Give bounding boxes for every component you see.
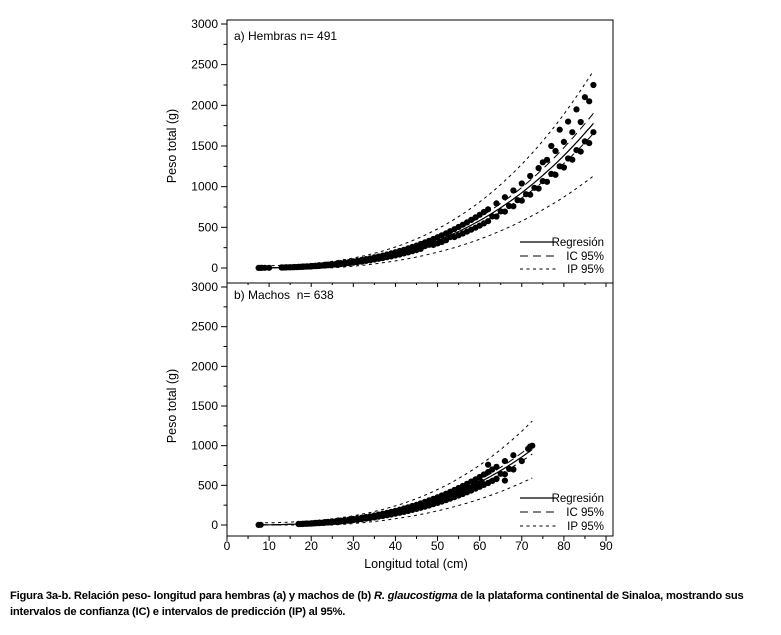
regression-line	[258, 448, 533, 526]
legend-label: IC 95%	[566, 251, 604, 263]
y-axis-title: Peso total (g)	[165, 109, 179, 183]
x-tick-label: 50	[431, 539, 445, 553]
x-tick-label: 10	[262, 539, 276, 553]
data-point	[518, 197, 525, 204]
data-point	[535, 165, 542, 172]
x-tick-label: 30	[347, 539, 361, 553]
data-point	[590, 129, 597, 136]
data-point	[581, 94, 589, 101]
data-point	[569, 129, 576, 136]
data-point	[590, 81, 597, 89]
data-point	[577, 118, 584, 126]
y-tick-label: 500	[198, 220, 218, 234]
data-point	[501, 471, 508, 478]
x-tick-label: 20	[305, 539, 319, 553]
data-point	[586, 98, 593, 105]
y-tick-label: 3000	[191, 280, 218, 294]
data-point	[543, 156, 551, 163]
caption-prefix: Figura 3a-b. Relación peso- longitud par…	[10, 590, 374, 602]
x-tick-label: 60	[473, 539, 487, 553]
data-point	[565, 118, 572, 125]
y-tick-label: 1000	[191, 180, 218, 194]
y-tick-label: 2000	[191, 98, 218, 112]
data-point	[493, 200, 500, 207]
y-tick-label: 2500	[191, 58, 218, 72]
scatter-points	[255, 81, 597, 271]
data-point	[501, 458, 508, 465]
data-point	[493, 463, 500, 470]
caption-suffix: de la plataforma continental de Sinaloa,…	[10, 590, 744, 618]
y-tick-label: 1500	[191, 139, 218, 153]
ip-lower-line	[258, 477, 533, 526]
data-point	[510, 452, 517, 459]
data-point	[442, 237, 450, 244]
x-tick-label: 0	[224, 539, 231, 553]
panel-b: 0 500 1000 1500 2000 2500 3000 0 10 20 30 40 50 60 70 8…	[165, 280, 614, 553]
data-point	[552, 171, 559, 178]
ip-upper-line	[258, 420, 533, 524]
y-tick-label: 2000	[191, 359, 218, 373]
data-point	[560, 138, 568, 145]
ip-lower-line	[258, 175, 594, 269]
data-point	[493, 213, 500, 220]
y-tick-label: 500	[198, 478, 218, 492]
x-axis-title: Longitud total (cm)	[364, 557, 468, 571]
data-point	[556, 126, 563, 133]
data-point	[552, 147, 559, 155]
data-point	[485, 461, 492, 468]
panel-label: b) Machos n= 638	[234, 288, 334, 302]
data-point	[510, 187, 517, 194]
y-tick-label: 3000	[191, 17, 218, 31]
data-point	[586, 140, 593, 147]
species-name: R. glaucostigma	[373, 590, 458, 602]
legend: Regresión IC 95% IP 95%	[520, 493, 604, 533]
figure-caption: Figura 3a-b. Relación peso- longitud par…	[10, 588, 772, 620]
regression-line	[258, 123, 594, 269]
data-point	[569, 156, 576, 163]
x-tick-label: 90	[599, 539, 613, 553]
x-tick-label: 80	[557, 539, 571, 553]
data-point	[493, 475, 500, 483]
y-tick-label: 0	[211, 518, 218, 532]
data-point	[518, 180, 525, 187]
x-tick-label: 40	[389, 539, 403, 553]
data-point	[527, 172, 534, 180]
data-point	[548, 142, 555, 150]
data-point	[501, 208, 508, 215]
y-tick-label: 1500	[191, 399, 218, 413]
data-point	[527, 191, 534, 198]
data-point	[510, 466, 517, 473]
legend-label: IP 95%	[567, 521, 604, 533]
y-tick-label: 2500	[191, 320, 218, 334]
data-point	[535, 185, 542, 192]
legend-label: Regresión	[552, 237, 604, 249]
panel-frame	[226, 282, 614, 537]
legend-label: Regresión	[552, 493, 604, 505]
panel-label: a) Hembras n= 491	[234, 29, 337, 43]
data-point	[560, 164, 568, 171]
y-tick-label: 0	[211, 261, 218, 275]
y-axis-title: Peso total (g)	[165, 369, 179, 443]
data-point	[529, 442, 536, 449]
legend-label: IC 95%	[566, 507, 604, 519]
data-point	[501, 477, 508, 484]
ip-upper-line	[258, 70, 594, 267]
y-tick-label: 1000	[191, 439, 218, 453]
legend: Regresión IC 95%IP 95%	[520, 237, 604, 276]
x-tick-label: 70	[515, 539, 529, 553]
data-point	[577, 148, 584, 155]
panel-a: 0 500 1000 1500 2000 2500 3000 a) Hembras n= 49…	[165, 17, 614, 287]
legend-label: IP 95%	[567, 264, 604, 276]
data-point	[573, 106, 580, 113]
